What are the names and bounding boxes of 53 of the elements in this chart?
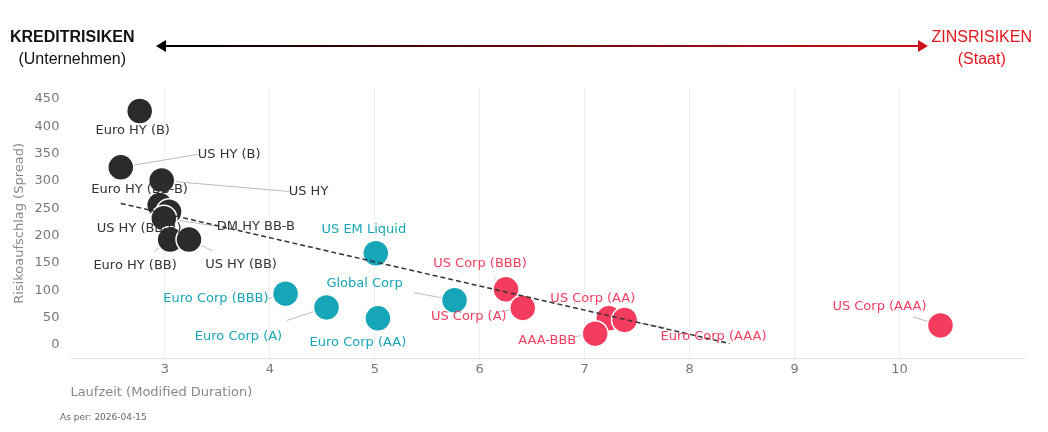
point [362,239,390,267]
y-tick-label: 50 [42,309,60,325]
y-tick-label: 200 [34,227,60,243]
annotation: DM HY BB-B [216,217,296,233]
point [312,293,341,322]
annotation: US HY (BB) [205,255,277,271]
annotation: US Corp (A) [430,308,507,324]
point [125,97,154,125]
point [926,311,955,340]
annotation: Euro HY (B) [95,122,170,138]
annotation: Global Corp [326,274,403,290]
point [271,279,300,308]
text: (Unternehmen) [17,49,128,69]
text: ZINSRISIKEN [931,27,1032,47]
x-tick-label: 10 [891,360,908,376]
x-tick-label: 9 [790,360,799,376]
annotation: Euro Corp (AAA) [660,328,767,344]
point [107,153,135,182]
annotation: Euro Corp (AA) [309,333,407,349]
annotation: US HY [288,182,329,198]
x-tick-label: 7 [580,360,589,376]
text: As per: 2026-04-15 [60,412,147,422]
x-tick-label: 4 [265,360,274,376]
point [509,294,537,322]
x-tick-label: 8 [685,360,694,376]
text: (Staat) [956,49,1007,69]
y-tick-label: 400 [34,117,60,133]
y-tick-label: 100 [34,281,60,297]
text: KREDITRISIKEN [10,27,135,47]
annotation: US HY (B) [197,145,261,161]
point [364,304,392,333]
point [581,319,609,348]
y-tick-label: 250 [34,199,60,215]
annotation: US EM Liquid [321,220,407,236]
point [610,306,639,334]
annotation: Euro Corp (A) [194,327,283,343]
annotation: AAA-BBB [518,332,577,348]
y-tick-label: 150 [34,254,60,270]
annotation: US Corp (BBB) [433,254,527,270]
x-axis-title: Laufzeit (Modified Duration) [70,383,253,399]
x-tick-label: 6 [475,360,484,376]
y-tick-label: 0 [51,336,60,352]
y-tick-label: 350 [34,145,60,161]
y-tick-label: 450 [34,90,60,106]
annotation: Euro HY (BB) [93,256,177,272]
y-axis-title: Risikoaufschlag (Spread) [11,142,27,304]
point [492,275,520,304]
annotation: Euro Corp (BBB) [163,290,269,306]
annotation: US Corp (AAA) [832,297,927,313]
x-tick-label: 3 [160,360,170,376]
annotation: US Corp (AA) [550,289,636,305]
y-tick-label: 300 [34,172,60,188]
x-tick-label: 5 [370,360,379,376]
